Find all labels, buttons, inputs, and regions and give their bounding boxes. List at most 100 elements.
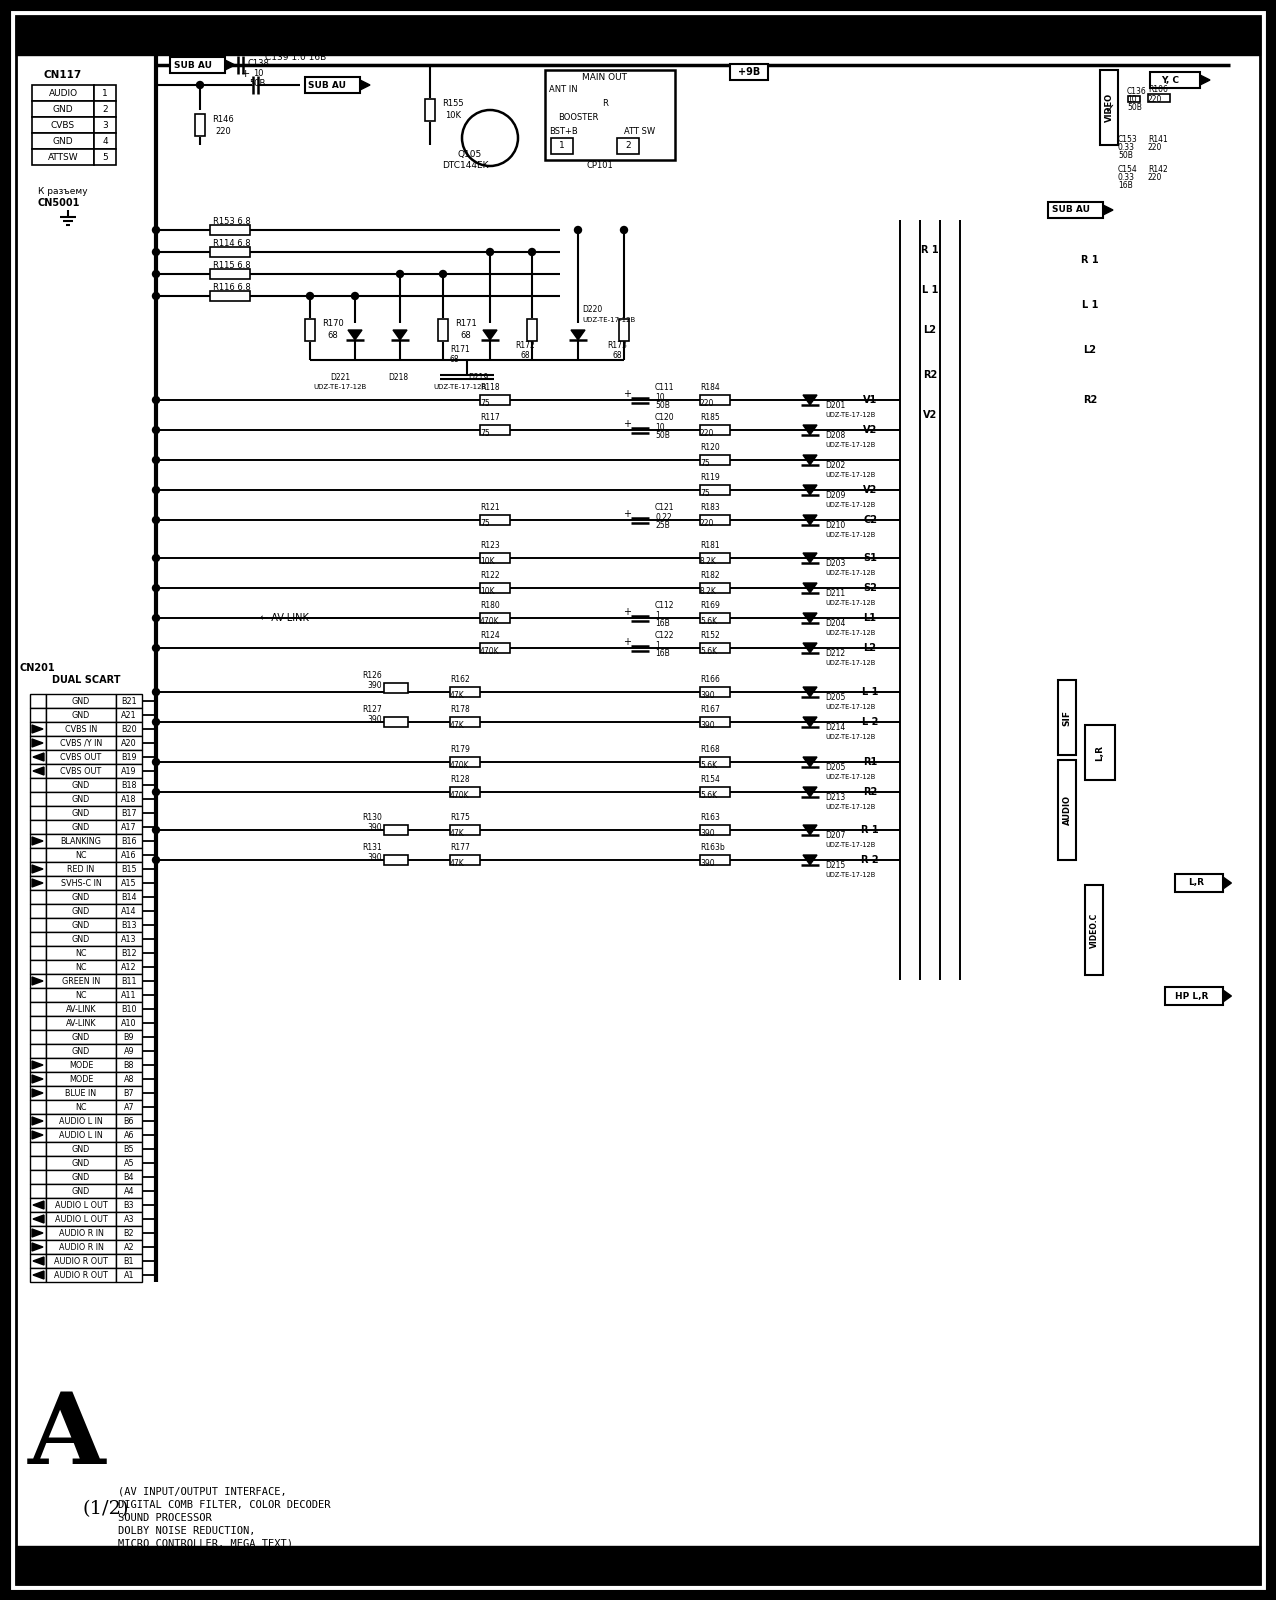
Bar: [701, 757, 730, 766]
Bar: [94, 85, 116, 101]
Text: A5: A5: [124, 1158, 134, 1168]
Text: D208: D208: [826, 430, 845, 440]
Text: 220: 220: [1148, 144, 1162, 152]
Text: SOUND PROCESSOR: SOUND PROCESSOR: [117, 1514, 212, 1523]
Text: 390: 390: [367, 682, 382, 691]
Bar: [116, 1101, 142, 1114]
Text: 50B: 50B: [250, 80, 267, 88]
Circle shape: [620, 227, 628, 234]
Text: UDZ-TE-17-12B: UDZ-TE-17-12B: [826, 842, 875, 848]
Bar: [31, 707, 46, 722]
Text: DUAL SCART: DUAL SCART: [52, 675, 120, 685]
Bar: [31, 736, 46, 750]
Text: C122: C122: [655, 632, 675, 640]
Text: R185: R185: [701, 413, 720, 422]
Bar: [116, 834, 142, 848]
Polygon shape: [32, 1090, 43, 1098]
Bar: [384, 854, 408, 866]
Text: R153 6.8: R153 6.8: [213, 216, 251, 226]
Bar: [450, 686, 480, 698]
Bar: [116, 792, 142, 806]
Text: A17: A17: [121, 822, 137, 832]
Text: D221: D221: [330, 373, 350, 382]
Bar: [46, 1058, 116, 1072]
Text: 75: 75: [701, 459, 709, 467]
Text: R122: R122: [480, 571, 500, 581]
Bar: [618, 138, 639, 154]
Text: R 1: R 1: [921, 245, 939, 254]
Text: R 2: R 2: [861, 854, 879, 866]
Text: GND: GND: [71, 1144, 91, 1154]
Text: D211: D211: [826, 589, 845, 597]
Bar: [480, 515, 510, 525]
Text: (1/2): (1/2): [82, 1501, 129, 1518]
Circle shape: [153, 758, 160, 765]
Polygon shape: [33, 1214, 43, 1222]
Bar: [551, 138, 573, 154]
Text: B4: B4: [124, 1173, 134, 1181]
Text: 47K: 47K: [450, 829, 464, 837]
Text: 68: 68: [461, 331, 471, 341]
Text: 0.33: 0.33: [1118, 173, 1134, 182]
Text: SUB AU: SUB AU: [1051, 205, 1090, 214]
Bar: [116, 722, 142, 736]
Bar: [94, 101, 116, 117]
Text: A18: A18: [121, 795, 137, 803]
Text: R119: R119: [701, 474, 720, 483]
Text: 220: 220: [701, 518, 715, 528]
Bar: [31, 918, 46, 931]
Text: 3: 3: [102, 120, 108, 130]
Bar: [211, 246, 250, 258]
Bar: [116, 1016, 142, 1030]
Text: A14: A14: [121, 907, 137, 915]
Bar: [94, 117, 116, 133]
Text: B5: B5: [124, 1144, 134, 1154]
Bar: [46, 1072, 116, 1086]
Circle shape: [197, 82, 203, 88]
Text: R175: R175: [450, 813, 470, 822]
Text: 10: 10: [655, 422, 665, 432]
Bar: [46, 1114, 116, 1128]
Bar: [46, 1030, 116, 1043]
Text: 4: 4: [102, 136, 107, 146]
Text: R124: R124: [480, 632, 500, 640]
Text: UDZ-TE-17-12B: UDZ-TE-17-12B: [826, 659, 875, 666]
Bar: [31, 987, 46, 1002]
Bar: [116, 987, 142, 1002]
Text: BOOSTER: BOOSTER: [558, 112, 598, 122]
Bar: [116, 1072, 142, 1086]
Text: B12: B12: [121, 949, 137, 957]
Text: HP L,R: HP L,R: [1175, 992, 1208, 1000]
Text: R2: R2: [923, 370, 937, 379]
Bar: [46, 960, 116, 974]
Text: B9: B9: [124, 1032, 134, 1042]
Text: 5.6K: 5.6K: [701, 760, 717, 770]
Text: 68: 68: [328, 331, 338, 341]
Bar: [46, 890, 116, 904]
Text: RED IN: RED IN: [68, 864, 94, 874]
Text: A7: A7: [124, 1102, 134, 1112]
Text: ATTSW: ATTSW: [47, 152, 78, 162]
Polygon shape: [32, 866, 43, 874]
Text: К разъему: К разъему: [38, 187, 88, 197]
Bar: [619, 318, 629, 341]
Text: GND: GND: [71, 781, 91, 789]
Bar: [384, 683, 408, 693]
Text: 10: 10: [253, 69, 263, 78]
Text: A8: A8: [124, 1075, 134, 1083]
Bar: [31, 1101, 46, 1114]
Text: UDZ-TE-17-12B: UDZ-TE-17-12B: [826, 872, 875, 878]
Bar: [31, 1254, 46, 1267]
Text: 470K: 470K: [480, 646, 500, 656]
Text: L 1: L 1: [1082, 301, 1099, 310]
Bar: [31, 1114, 46, 1128]
Text: R121: R121: [480, 504, 500, 512]
Bar: [46, 765, 116, 778]
Text: L 2: L 2: [861, 717, 878, 726]
Text: 1: 1: [655, 611, 660, 619]
Bar: [116, 819, 142, 834]
Circle shape: [153, 248, 160, 256]
Text: GREEN IN: GREEN IN: [61, 976, 100, 986]
Bar: [31, 792, 46, 806]
Bar: [46, 1213, 116, 1226]
